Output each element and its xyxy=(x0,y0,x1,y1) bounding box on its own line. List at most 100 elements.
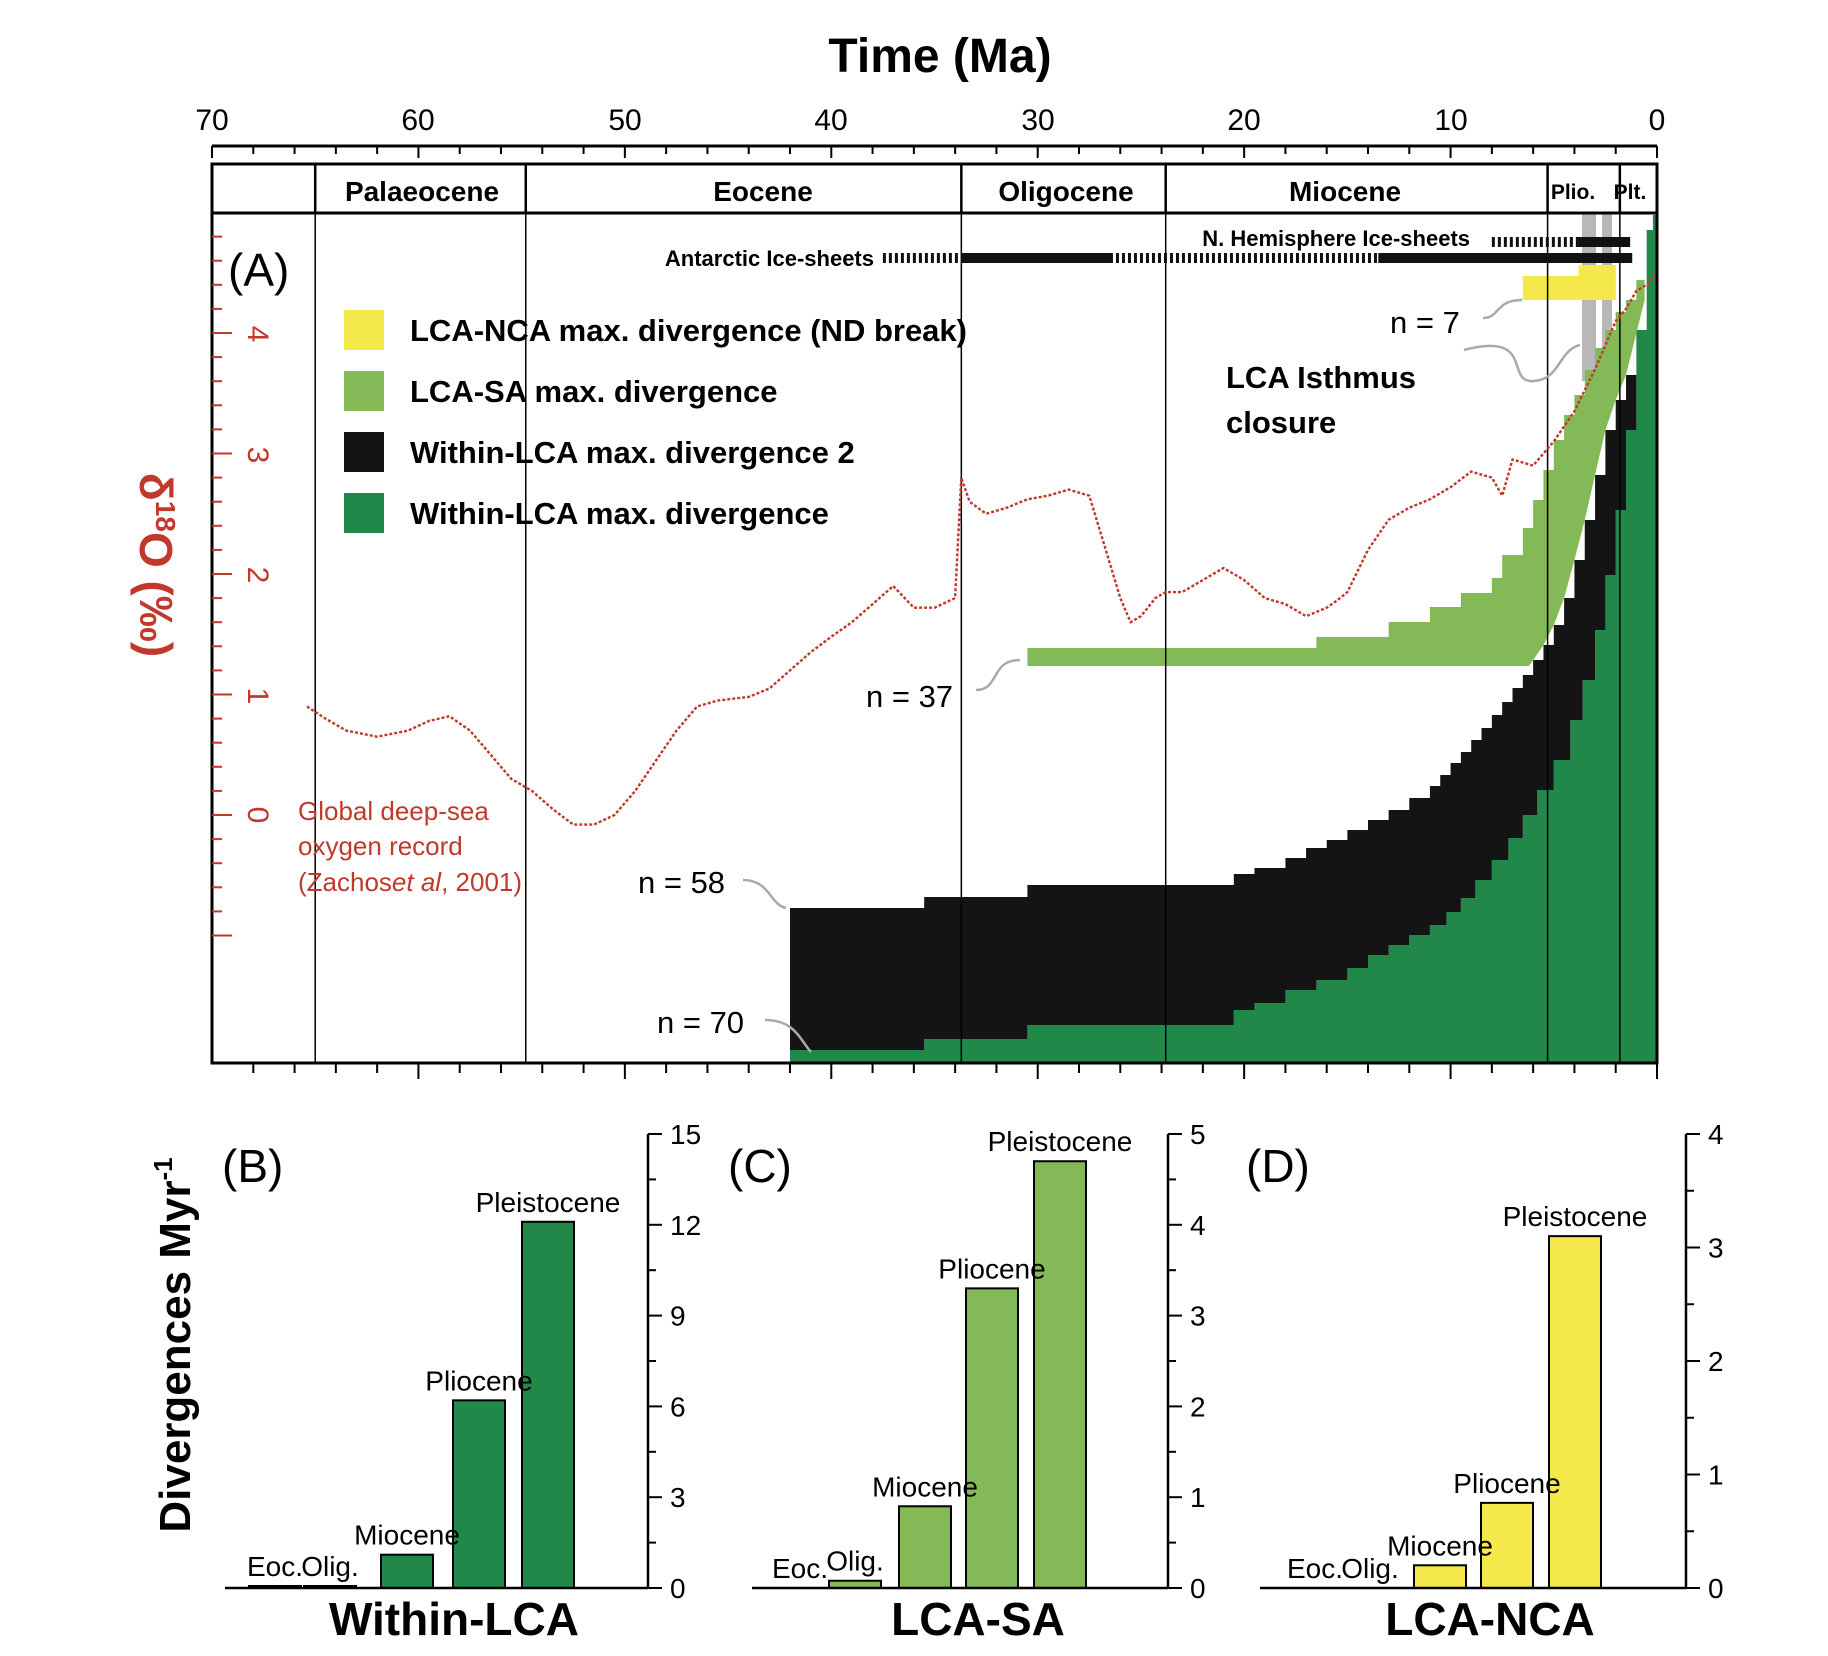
cat-label-pliocene: Pliocene xyxy=(425,1365,532,1396)
n58-connector xyxy=(742,878,787,910)
isthmus-connector xyxy=(1463,343,1581,383)
bar-y-tick: 2 xyxy=(1190,1391,1206,1422)
isthmus-label-line2: closure xyxy=(1226,405,1336,440)
bar-marks xyxy=(1413,1235,1602,1590)
bar-panel-lca-sa: (C) LCA-SA Eoc. Olig. Miocene Pliocene P… xyxy=(728,1119,1206,1645)
n7-connector xyxy=(1482,298,1523,320)
legend-swatch-yellow xyxy=(344,310,384,350)
oxygen-axis-title-rest: O (‰) xyxy=(130,532,182,657)
y-tick-label: 0 xyxy=(241,807,274,824)
oxygen-axis-title-sup: 18 xyxy=(150,501,181,532)
bar-y-axis xyxy=(752,1133,1182,1590)
bar-category-labels: Eoc. Olig. Miocene Pliocene Pleistocene xyxy=(1287,1201,1647,1584)
panel-a-label: (A) xyxy=(228,244,289,296)
bar-y-tick: 9 xyxy=(670,1301,686,1332)
y-tick-label: 3 xyxy=(241,447,274,464)
bar-panels: (B) Within-LCA Eoc. Olig. Miocene Plioce… xyxy=(222,1119,1724,1645)
bar-miocene xyxy=(1413,1564,1467,1590)
bar-marks xyxy=(828,1160,1087,1590)
n-label-7: n = 7 xyxy=(1390,305,1460,340)
bar-y-tick: 5 xyxy=(1190,1119,1206,1150)
cat-label-eoc: Eoc. xyxy=(772,1553,828,1584)
x-tick-label: 10 xyxy=(1434,104,1467,137)
y-tick-label: 2 xyxy=(241,567,274,584)
epoch-header xyxy=(210,162,1659,215)
cat-label-olig: Olig. xyxy=(826,1546,884,1577)
cat-label-pleistocene: Pleistocene xyxy=(1503,1201,1648,1232)
bar-pliocene xyxy=(452,1399,506,1590)
n37-connector xyxy=(975,658,1021,692)
bar-category-labels: Eoc. Olig. Miocene Pliocene Pleistocene xyxy=(247,1187,620,1582)
bar-pleistocene xyxy=(1548,1235,1602,1590)
epoch-palaeocene: Palaeocene xyxy=(345,176,499,207)
bar-panel-within-lca: (B) Within-LCA Eoc. Olig. Miocene Plioce… xyxy=(222,1119,701,1645)
cat-label-miocene: Miocene xyxy=(354,1520,460,1551)
bar-y-tick-labels: 0 3 6 9 12 15 xyxy=(670,1119,701,1604)
ice-sheet-bars xyxy=(882,237,1633,263)
epoch-labels: Palaeocene Eocene Oligocene Miocene Plio… xyxy=(345,176,1646,207)
bars-y-axis-title-sup: -1 xyxy=(148,1157,178,1180)
cat-label-olig: Olig. xyxy=(301,1551,359,1582)
legend-label: Within-LCA max. divergence 2 xyxy=(410,435,855,470)
bar-y-tick: 0 xyxy=(1708,1573,1724,1604)
cat-label-pleistocene: Pleistocene xyxy=(476,1187,621,1218)
bar-panel-label: (C) xyxy=(728,1140,792,1192)
area-lca-nca xyxy=(1522,265,1616,300)
record-label-pre: (Zachos xyxy=(298,867,392,897)
bar-panel-title: LCA-SA xyxy=(891,1593,1065,1645)
legend-swatch-light-green xyxy=(344,371,384,411)
x-tick-label: 50 xyxy=(608,104,641,137)
bar-y-tick: 0 xyxy=(1190,1573,1206,1604)
record-label-line3: (Zachoset al, 2001) xyxy=(298,867,522,897)
bar-y-tick-labels: 0 1 2 3 4 xyxy=(1708,1119,1724,1604)
x-tick-label: 60 xyxy=(401,104,434,137)
bar-y-tick-labels: 0 1 2 3 4 5 xyxy=(1190,1119,1206,1604)
x-tick-label: 20 xyxy=(1227,104,1260,137)
cat-label-miocene: Miocene xyxy=(872,1471,978,1502)
bar-y-tick: 4 xyxy=(1708,1119,1724,1150)
x-axis-title: Time (Ma) xyxy=(828,30,1051,83)
epoch-dividers xyxy=(313,164,1622,213)
legend-swatch-dark-green xyxy=(344,493,384,533)
oxygen-axis-title: δ18O (‰) xyxy=(130,473,182,657)
epoch-oligocene: Oligocene xyxy=(998,176,1133,207)
bar-y-tick: 15 xyxy=(670,1119,701,1150)
divergence-areas xyxy=(790,215,1657,1063)
bar-pleistocene xyxy=(521,1220,575,1589)
bar-panel-title: Within-LCA xyxy=(329,1593,579,1645)
oxygen-axis-tick-labels: 0 1 2 3 4 xyxy=(241,326,274,824)
cat-label-pliocene: Pliocene xyxy=(1453,1468,1560,1499)
n-label-70: n = 70 xyxy=(657,1005,744,1040)
bar-panel-label: (D) xyxy=(1246,1140,1310,1192)
nh-ice-label: N. Hemisphere Ice-sheets xyxy=(1202,226,1470,251)
bar-y-axis xyxy=(1260,1133,1700,1590)
legend-label: Within-LCA max. divergence xyxy=(410,496,829,531)
epoch-boundary-lines xyxy=(314,213,1621,1063)
top-axis-ticks xyxy=(211,146,1658,158)
x-tick-label: 30 xyxy=(1021,104,1054,137)
area-within-lca-2 xyxy=(790,330,1639,1050)
bar-miocene xyxy=(380,1553,434,1589)
x-tick-label: 70 xyxy=(195,104,228,137)
record-label-line1: Global deep-sea xyxy=(298,796,489,826)
bar-y-axis xyxy=(225,1133,662,1590)
n70-connector xyxy=(764,1018,812,1053)
bar-miocene xyxy=(898,1505,952,1590)
bars-y-axis-title-main: Divergences Myr xyxy=(151,1180,200,1532)
timeline-panel: Time (Ma) Antarctic Ice-sheets N. Hemisp… xyxy=(130,30,1665,1079)
cat-label-eoc: Eoc. xyxy=(247,1551,303,1582)
oxygen-record-line xyxy=(306,272,1658,826)
epoch-miocene: Miocene xyxy=(1289,176,1401,207)
record-label-line2: oxygen record xyxy=(298,831,463,861)
bar-panel-lca-nca: (D) LCA-NCA Eoc. Olig. Miocene Pliocene … xyxy=(1246,1119,1724,1645)
area-within-lca xyxy=(790,215,1657,1063)
y-tick-label: 1 xyxy=(241,688,274,705)
legend-label: LCA-SA max. divergence xyxy=(410,374,778,409)
bar-y-tick: 12 xyxy=(670,1210,701,1241)
cat-label-miocene: Miocene xyxy=(1387,1530,1493,1561)
antarctic-ice-label: Antarctic Ice-sheets xyxy=(665,246,874,271)
legend-label: LCA-NCA max. divergence (ND break) xyxy=(410,313,967,348)
n-label-58: n = 58 xyxy=(638,865,725,900)
cat-label-pliocene: Pliocene xyxy=(938,1253,1045,1284)
bar-y-tick: 1 xyxy=(1190,1482,1206,1513)
